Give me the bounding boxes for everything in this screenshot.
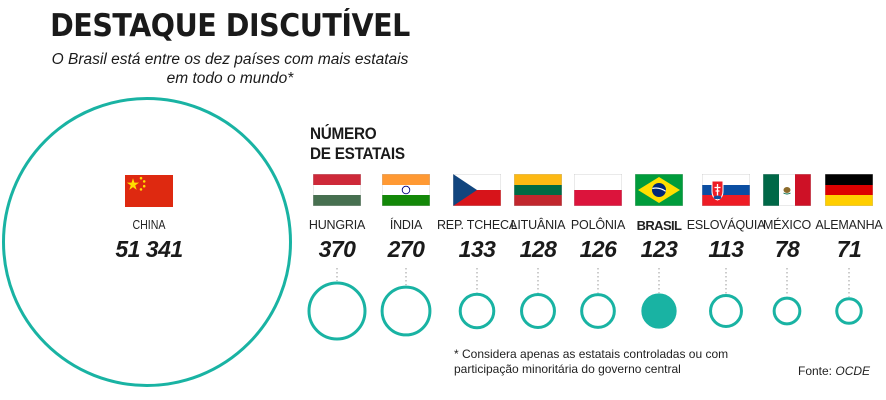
measure-label-line-1: NÚMERO (310, 124, 377, 143)
measure-label: NÚMERO DE ESTATAIS (310, 124, 405, 164)
page-subtitle: O Brasil está entre os dez países com ma… (0, 50, 460, 88)
source-label: Fonte: (798, 364, 833, 378)
mexico-flag-icon (763, 174, 811, 206)
china-flag-icon (125, 175, 173, 207)
country-column: ÍNDIA 270 (371, 174, 441, 262)
lithuania-flag-icon (514, 174, 562, 206)
india-flag-icon (382, 174, 430, 206)
country-value: 133 (458, 236, 496, 262)
china-value: 51 341 (115, 236, 183, 262)
footnote: * Considera apenas as estatais controlad… (454, 347, 774, 377)
country-column: LITUÂNIA 128 (503, 174, 573, 262)
subtitle-line-2: em todo o mundo* (166, 70, 294, 87)
country-name: ESLOVÁQUIA (686, 218, 766, 232)
source-name: OCDE (835, 364, 871, 378)
country-name: REP. TCHECA (436, 218, 517, 232)
slovakia-flag-icon (702, 174, 750, 206)
measure-label-line-2: DE ESTATAIS (310, 144, 405, 163)
country-name: MÉXICO (762, 218, 812, 232)
bubble (307, 281, 367, 341)
country-value: 71 (836, 236, 862, 262)
bubble (380, 285, 432, 337)
country-name: LITUÂNIA (510, 218, 566, 232)
country-column: POLÔNIA 126 (563, 174, 633, 262)
bubble (580, 293, 616, 329)
page-title: DESTAQUE DISCUTÍVEL (50, 8, 410, 44)
footnote-line-1: * Considera apenas as estatais controlad… (454, 347, 729, 361)
country-value: 126 (579, 236, 617, 262)
country-name: ÍNDIA (389, 218, 423, 232)
china-name: CHINA (132, 218, 166, 232)
country-column: BRASIL 123 (624, 174, 694, 262)
country-value: 113 (708, 236, 744, 262)
country-name: POLÔNIA (570, 218, 626, 232)
source: Fonte: OCDE (798, 364, 870, 378)
bubble (709, 294, 743, 328)
hungary-flag-icon (313, 174, 361, 206)
country-value: 128 (519, 236, 557, 262)
subtitle-line-1: O Brasil está entre os dez países com ma… (51, 51, 409, 68)
brazil-flag-icon (635, 174, 683, 206)
country-name: BRASIL (636, 218, 682, 233)
country-column: REP. TCHECA 133 (437, 174, 517, 262)
bubble (772, 296, 802, 326)
footnote-line-2: participação minoritária do governo cent… (454, 362, 681, 376)
czech-flag-icon (453, 174, 501, 206)
bubble-highlight (641, 293, 677, 329)
country-name: ALEMANHA (815, 218, 883, 232)
country-column: ESLOVÁQUIA 113 (687, 174, 765, 262)
bubble (458, 292, 496, 330)
country-value: 270 (387, 236, 425, 262)
country-column: MÉXICO 78 (752, 174, 822, 262)
bubble (835, 297, 863, 325)
country-value: 78 (774, 236, 800, 262)
china-bubble (2, 97, 292, 387)
bubble (520, 293, 556, 329)
germany-flag-icon (825, 174, 873, 206)
country-value: 123 (640, 236, 678, 262)
country-value: 370 (318, 236, 356, 262)
country-name: HUNGRIA (308, 218, 366, 232)
poland-flag-icon (574, 174, 622, 206)
country-column: ALEMANHA 71 (814, 174, 884, 262)
country-column: HUNGRIA 370 (302, 174, 372, 262)
